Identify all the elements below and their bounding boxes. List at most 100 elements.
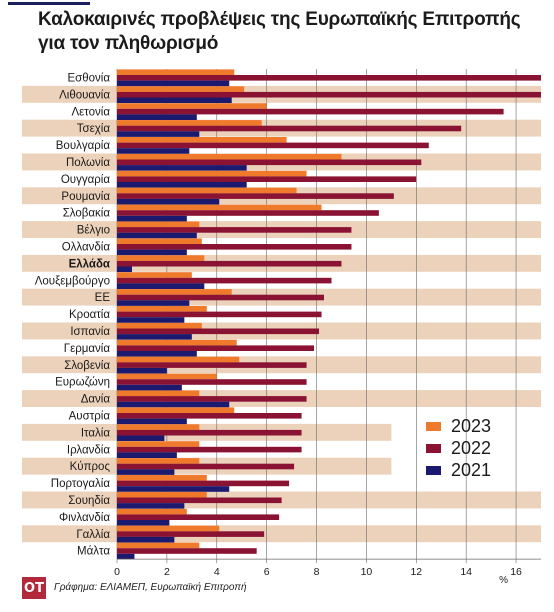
bar-2021 <box>117 317 185 323</box>
bar-2021 <box>117 165 247 171</box>
bar-2022 <box>117 396 307 402</box>
legend-swatch-2022 <box>426 444 441 453</box>
bar-2023 <box>117 204 322 211</box>
bar-2021 <box>117 131 200 137</box>
bar-2021 <box>117 334 192 340</box>
x-tick-label: 4 <box>214 566 220 578</box>
bar-2023 <box>117 458 200 464</box>
bar-2023 <box>117 322 202 329</box>
bar-2023 <box>117 153 342 160</box>
x-tick-label: 0 <box>114 566 120 578</box>
page-title: Καλοκαιρινές προβλέψεις της Ευρωπαϊκής Ε… <box>38 9 521 54</box>
bar-2022 <box>117 210 379 216</box>
category-label: Ιρλανδία <box>67 444 110 456</box>
bar-2021 <box>117 215 187 222</box>
category-label: Αυστρία <box>69 410 111 422</box>
bar-2021 <box>117 452 177 458</box>
bar-2021 <box>117 384 182 391</box>
legend-swatch-2021 <box>426 466 441 475</box>
bar-2021 <box>117 435 165 442</box>
bar-2023 <box>117 272 192 278</box>
bar-2021 <box>117 182 247 188</box>
category-label: Ελλάδα <box>69 258 110 270</box>
bar-2023 <box>117 407 235 413</box>
source-note: Γράφημα: ΕΛΙΑΜΕΠ, Ευρωπαϊκή Επιτροπή <box>54 582 247 593</box>
bar-2023 <box>117 491 207 498</box>
bar-2021 <box>117 80 230 87</box>
category-label: Δανία <box>81 394 111 406</box>
bar-2022 <box>117 277 332 284</box>
category-label: Λιθουανία <box>59 89 110 101</box>
bar-2022 <box>117 294 325 301</box>
top-accent-rule <box>8 2 90 5</box>
bar-2022 <box>117 311 322 318</box>
category-label: Σλοβενία <box>64 360 110 372</box>
bar-2022 <box>117 497 282 504</box>
bar-2021 <box>117 198 220 205</box>
bar-2022 <box>117 159 422 166</box>
bar-2021 <box>117 351 197 357</box>
bar-2023 <box>117 441 200 447</box>
category-label: Γαλλία <box>76 529 110 541</box>
category-label: Μάλτα <box>77 546 110 558</box>
bar-2022 <box>117 480 290 487</box>
bar-2023 <box>117 187 297 194</box>
bar-2021 <box>117 249 187 256</box>
bar-2022 <box>117 379 307 385</box>
x-tick-label: 10 <box>361 566 373 578</box>
x-tick-label: 16 <box>510 566 522 578</box>
category-label: Ευρωζώνη <box>55 377 110 389</box>
bar-2023 <box>117 120 262 126</box>
bar-2021 <box>117 367 167 374</box>
bar-2021 <box>117 283 205 289</box>
bar-2022 <box>117 514 280 520</box>
bar-2021 <box>117 97 232 104</box>
bar-2022 <box>117 463 295 470</box>
category-label: Πορτογαλία <box>51 478 111 490</box>
bar-2021 <box>117 486 230 492</box>
bar-2022 <box>117 176 417 182</box>
bar-2023 <box>117 356 240 363</box>
bar-2023 <box>117 137 287 143</box>
category-label: Ουγγαρία <box>61 174 110 186</box>
bar-2022 <box>117 91 541 98</box>
bar-2021 <box>117 536 175 543</box>
category-label: Πολωνία <box>66 157 110 169</box>
publisher-logo: OT <box>22 577 46 599</box>
category-label: Σουηδία <box>68 495 110 507</box>
bar-2022 <box>117 75 541 81</box>
bar-2021 <box>117 266 132 273</box>
bar-2023 <box>117 390 200 397</box>
bar-2023 <box>117 542 200 549</box>
bar-2023 <box>117 306 207 312</box>
bar-2022 <box>117 548 257 554</box>
bar-2023 <box>117 255 205 261</box>
category-label: Εσθονία <box>67 72 110 84</box>
bar-2022 <box>117 413 302 419</box>
bar-2022 <box>117 362 307 368</box>
category-label: Ισπανία <box>70 326 110 338</box>
bar-2022 <box>117 446 302 453</box>
category-label: Φινλανδία <box>59 512 110 524</box>
bar-2021 <box>117 114 197 120</box>
bar-2023 <box>117 221 200 228</box>
legend-label-2022: 2022 <box>451 438 491 458</box>
bar-2022 <box>117 328 320 335</box>
x-tick-label: 14 <box>460 566 472 578</box>
bar-2021 <box>117 553 135 560</box>
x-tick-label: 12 <box>410 566 422 578</box>
bar-2023 <box>117 86 245 92</box>
category-label: Βουλγαρία <box>56 140 111 152</box>
bar-2022 <box>117 429 302 436</box>
bar-2022 <box>117 193 394 199</box>
bar-2023 <box>117 339 237 346</box>
bar-2021 <box>117 401 230 408</box>
bar-2023 <box>117 525 220 532</box>
category-label: Κροατία <box>69 309 110 321</box>
bar-2021 <box>117 148 190 154</box>
bar-2023 <box>117 508 187 515</box>
bar-2021 <box>117 232 197 239</box>
legend-label-2023: 2023 <box>451 416 491 436</box>
bar-2022 <box>117 227 352 233</box>
